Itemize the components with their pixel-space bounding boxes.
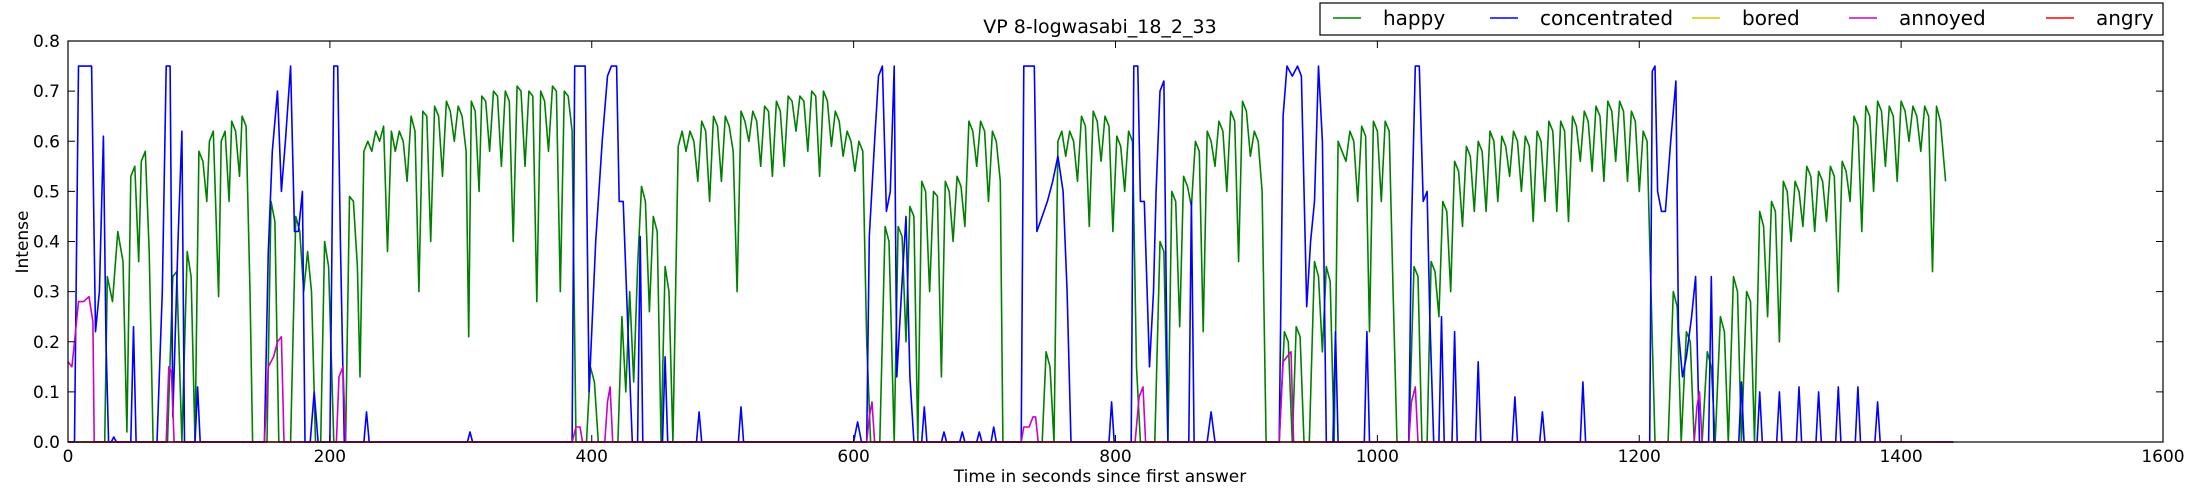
y-tick-label: 0.3	[33, 283, 60, 303]
chart-title: VP 8-logwasabi_18_2_33	[983, 16, 1216, 38]
x-tick-label: 0	[63, 447, 74, 467]
x-axis: 0 200 400 600 800 1000 1200 1400 1600	[63, 41, 2185, 467]
plot-series-group	[67, 65, 1954, 443]
y-tick-label: 0.1	[33, 383, 60, 403]
x-axis-label: Time in seconds since first answer	[953, 467, 1246, 487]
x-tick-label: 1200	[1618, 447, 1661, 467]
legend-label-happy: happy	[1383, 6, 1445, 30]
y-tick-label: 0.4	[33, 233, 60, 253]
series-line-concentrated	[68, 65, 1954, 443]
series-line-happy	[68, 85, 1947, 443]
y-tick-label: 0.0	[33, 433, 60, 453]
y-tick-label: 0.6	[33, 132, 60, 152]
x-tick-label: 400	[576, 447, 608, 467]
legend-label-annoyed: annoyed	[1899, 6, 1986, 30]
x-tick-label: 600	[837, 447, 869, 467]
legend-label-angry: angry	[2096, 6, 2154, 30]
legend-box	[1319, 2, 2164, 36]
y-axis: 0.0 0.1 0.2 0.3 0.4 0.5 0.6 0.7 0.8	[33, 32, 2163, 453]
legend: happy concentrated bored annoyed angry	[1319, 2, 2164, 36]
x-tick-label: 1000	[1356, 447, 1399, 467]
x-tick-label: 1400	[1879, 447, 1922, 467]
x-tick-label: 1600	[2141, 447, 2184, 467]
y-tick-label: 0.2	[33, 333, 60, 353]
series-line-annoyed	[67, 295, 1703, 443]
y-tick-label: 0.8	[33, 32, 60, 52]
x-tick-label: 200	[314, 447, 346, 467]
legend-label-bored: bored	[1742, 6, 1800, 30]
y-tick-label: 0.7	[33, 82, 60, 102]
y-axis-label: Intense	[13, 210, 33, 273]
y-tick-label: 0.5	[33, 182, 60, 202]
plot-frame	[67, 40, 2164, 443]
x-tick-label: 800	[1099, 447, 1131, 467]
legend-label-concentrated: concentrated	[1540, 6, 1673, 30]
